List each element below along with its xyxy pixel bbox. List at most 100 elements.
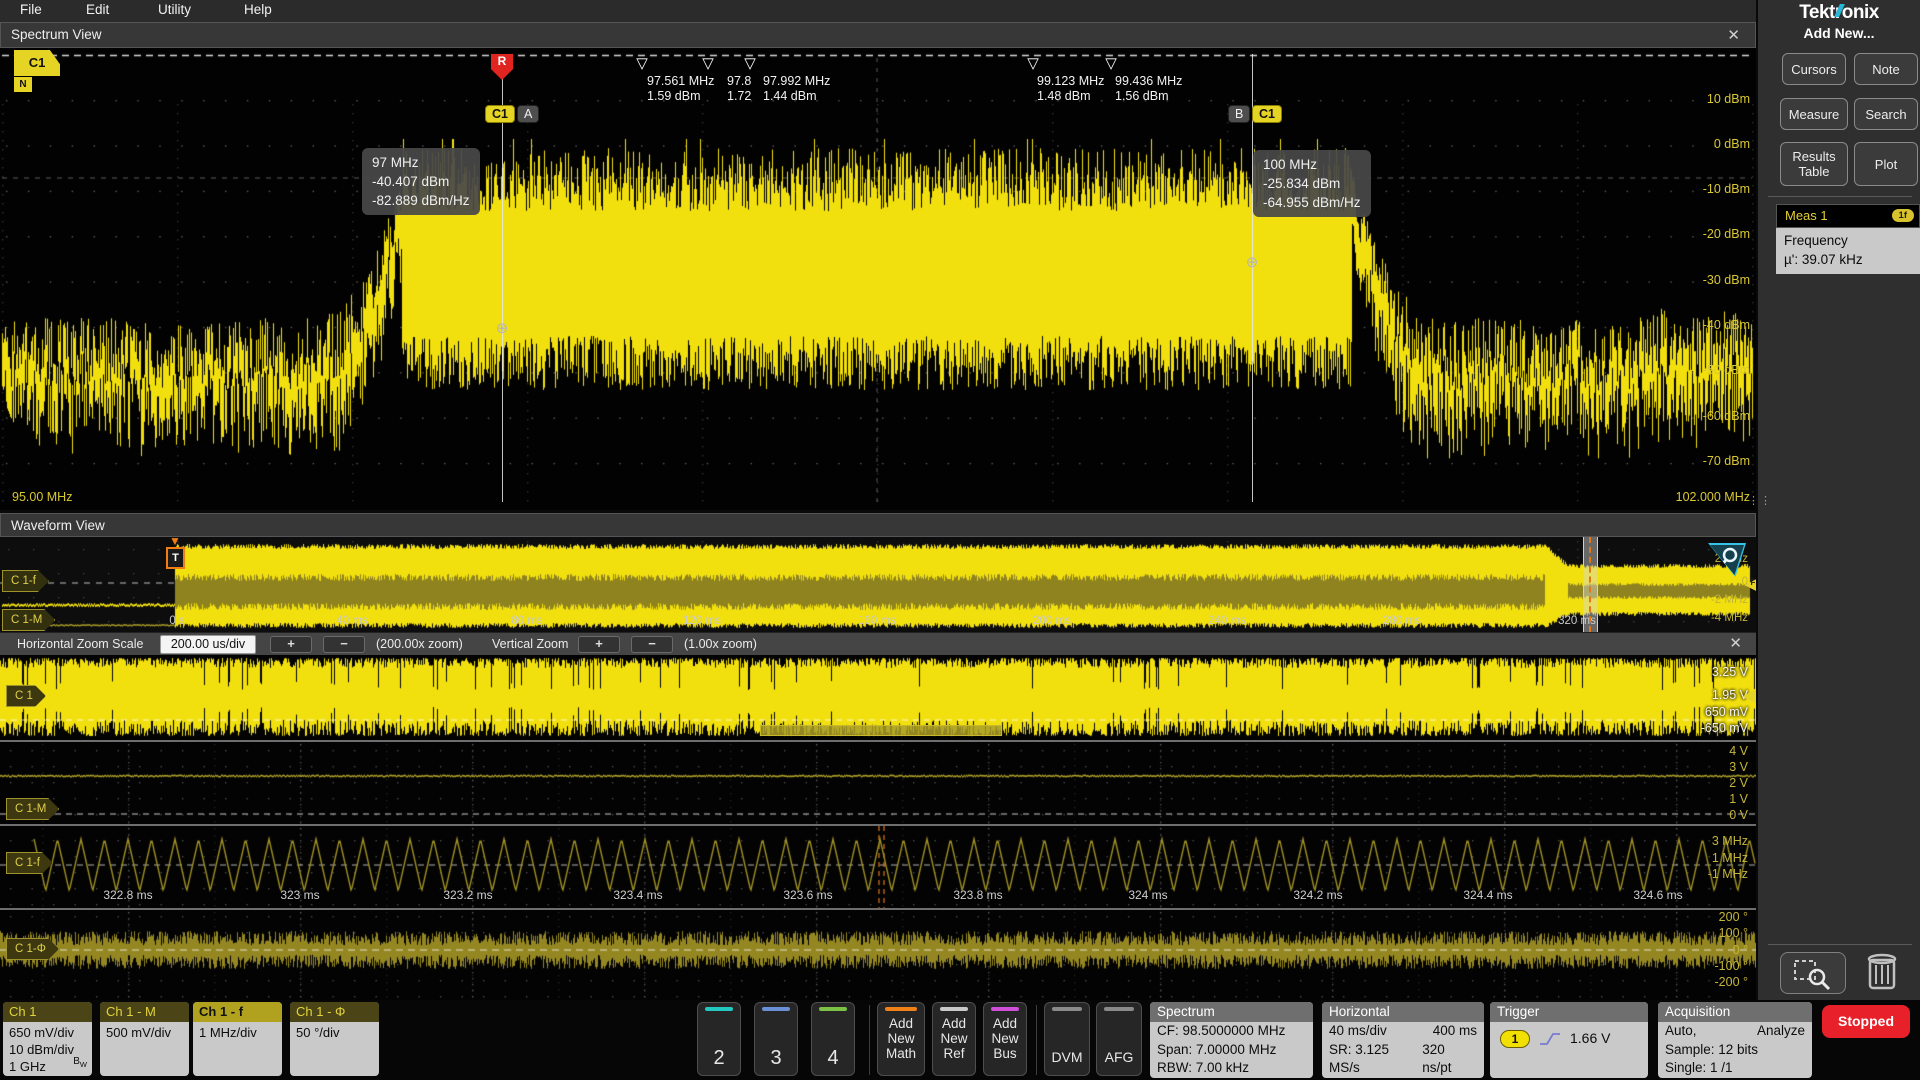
trigger-badge[interactable]: T	[166, 547, 185, 569]
db-axis-label: -70 dBm	[1703, 454, 1750, 469]
h-window: 400 ms	[1433, 1022, 1477, 1041]
marker-freq: 97.561 MHz	[647, 74, 714, 89]
plot-button[interactable]: Plot	[1854, 142, 1918, 186]
menu-file[interactable]: File	[20, 2, 42, 17]
trigger-settings-badge[interactable]: Trigger 1 1.66 V	[1490, 1002, 1648, 1078]
channel-badge-ch1[interactable]: Ch 1 650 mV/div 10 dBm/div 1 GHz BW	[3, 1002, 92, 1076]
add-new-ref-button[interactable]: AddNewRef	[932, 1002, 976, 1076]
peak-marker-icon[interactable]: ▽	[744, 54, 756, 72]
f-level-marker-icon[interactable]: ◀F	[1744, 575, 1756, 593]
peak-marker-icon[interactable]: ▽	[1027, 54, 1039, 72]
channel-2-button[interactable]: 2	[697, 1002, 741, 1076]
db-axis-label: -50 dBm	[1703, 363, 1750, 378]
channel-badge-ch1-m[interactable]: Ch 1 - M 500 mV/div	[100, 1002, 189, 1076]
c1phi-scale-label: -200 °	[1715, 975, 1749, 989]
meas1-result-badge[interactable]: Meas 1 1f Frequency µ': 39.07 kHz	[1776, 204, 1920, 274]
waveform-overview[interactable]: ▼ T C 1-f C 1-M 0 s 40 ms 80 ms 120 ms 1…	[0, 537, 1756, 632]
ch1f-scale: 1 MHz/div	[199, 1024, 282, 1041]
zoom-section-c1f[interactable]: C 1-f 3 MHz 1 MHz -1 MHz 322.8 ms 323 ms…	[0, 826, 1756, 908]
marker-readout: 97.8 1.72	[727, 74, 751, 104]
c1f-scale-label: 1 MHz	[1712, 851, 1748, 865]
peak-marker-icon[interactable]: ▽	[702, 54, 714, 72]
trash-icon[interactable]	[1862, 948, 1902, 992]
channel-badge-ch1-phi[interactable]: Ch 1 - Φ 50 °/div	[290, 1002, 379, 1076]
c1-level-marker-icon[interactable]: ◀	[1742, 685, 1756, 706]
channel-badge-ch1-f[interactable]: Ch 1 - f 1 MHz/div	[193, 1002, 282, 1076]
peak-marker-icon[interactable]: ▽	[1105, 54, 1117, 72]
measure-button[interactable]: Measure	[1780, 98, 1848, 130]
c1m-scale-label: 3 V	[1729, 760, 1748, 774]
zoom-section-c1phi[interactable]: C 1-Φ 200 ° 100 ° 0 ° -100 ° -200 °	[0, 910, 1756, 1000]
cursor-b-readout: 100 MHz -25.834 dBm -64.955 dBm/Hz	[1253, 150, 1371, 217]
cursor-b-channel-badge[interactable]: C1	[1252, 105, 1282, 123]
dvm-button[interactable]: DVM	[1044, 1002, 1090, 1076]
ch1phi-name: Ch 1 - Φ	[290, 1002, 379, 1022]
channel-3-button[interactable]: 3	[754, 1002, 798, 1076]
h-zoom-minus-button[interactable]: −	[323, 636, 365, 653]
run-stop-status-button[interactable]: Stopped	[1822, 1005, 1910, 1038]
zoom-select-button[interactable]	[1780, 952, 1846, 994]
ch1-scale: 650 mV/div	[9, 1024, 92, 1041]
cursor-a-freq: 97 MHz	[372, 153, 470, 172]
menu-edit[interactable]: Edit	[86, 2, 109, 17]
meas1-title: Meas 1	[1785, 208, 1828, 223]
overview-time-label: 0 s	[169, 615, 184, 627]
acquisition-settings-badge[interactable]: Acquisition Auto,Analyze Sample: 12 bits…	[1658, 1002, 1812, 1078]
zoom-section-c1[interactable]: C 1 3.25 V 1.95 V 650 mV -650 mV ◀	[0, 655, 1756, 740]
zoom-window[interactable]	[1583, 537, 1598, 632]
cursor-a-handle-icon[interactable]: ⊕	[496, 319, 509, 337]
spectrum-plot[interactable]: C1 N R C1 A 97 MHz -40.407 dBm -82.889 d…	[0, 48, 1756, 510]
cursors-button[interactable]: Cursors	[1782, 53, 1846, 85]
menu-utility[interactable]: Utility	[158, 2, 191, 17]
cursor-a-channel-badge[interactable]: C1	[485, 105, 515, 123]
h-zoom-scale-input[interactable]: 200.00 us/div	[160, 635, 256, 654]
zoomed-waveform-area[interactable]: C 1 3.25 V 1.95 V 650 mV -650 mV ◀ C 1-M…	[0, 655, 1756, 1000]
spectrum-trace-mode-badge: N	[14, 77, 32, 92]
zoom-scale-bar: Horizontal Zoom Scale 200.00 us/div + − …	[0, 632, 1756, 656]
cursor-b-handle-icon[interactable]: ⊕	[1246, 253, 1259, 271]
close-icon[interactable]: ✕	[1727, 24, 1740, 48]
db-axis-label: -60 dBm	[1703, 409, 1750, 424]
cursor-b-badge[interactable]: B	[1228, 105, 1250, 123]
overview-tag-c1m[interactable]: C 1-M	[2, 609, 55, 631]
bottom-bar-divider	[1036, 1005, 1037, 1075]
afg-button[interactable]: AFG	[1096, 1002, 1142, 1076]
v-zoom-factor: (1.00x zoom)	[684, 633, 757, 655]
results-table-button[interactable]: Results Table	[1780, 142, 1848, 186]
v-zoom-plus-button[interactable]: +	[578, 636, 620, 653]
zoom-time-label: 323.2 ms	[443, 888, 492, 902]
marker-freq: 97.8	[727, 74, 751, 89]
zoom-select-icon	[1781, 953, 1845, 993]
h-zoom-plus-button[interactable]: +	[270, 636, 312, 653]
c1m-trace-canvas	[0, 742, 1756, 824]
spectrum-cf: CF: 98.5000000 MHz	[1157, 1022, 1285, 1041]
zoom-time-label: 323.4 ms	[613, 888, 662, 902]
cursor-b-density: -64.955 dBm/Hz	[1263, 193, 1361, 212]
waveform-title-bar[interactable]: Waveform View	[0, 513, 1756, 537]
peak-marker-icon[interactable]: ▽	[636, 54, 648, 72]
add-new-math-button[interactable]: AddNewMath	[877, 1002, 925, 1076]
menu-help[interactable]: Help	[244, 2, 272, 17]
spectrum-title-bar[interactable]: Spectrum View ✕	[0, 22, 1756, 48]
panel-splitter-handle[interactable]: ⋮⋮	[1748, 498, 1772, 505]
v-zoom-minus-button[interactable]: −	[631, 636, 673, 653]
c1phi-badge[interactable]: C 1-Φ	[6, 938, 59, 960]
menu-bar: File Edit Utility Help	[0, 0, 1756, 23]
c1m-badge[interactable]: C 1-M	[6, 798, 59, 820]
spectrum-settings-badge[interactable]: Spectrum CF: 98.5000000 MHz Span: 7.0000…	[1150, 1002, 1313, 1078]
zoom-time-label: 324.2 ms	[1293, 888, 1342, 902]
bottom-settings-bar: Ch 1 650 mV/div 10 dBm/div 1 GHz BW Ch 1…	[0, 1000, 1920, 1080]
spectrum-span: Span: 7.00000 MHz	[1157, 1041, 1276, 1060]
cursor-a-badge[interactable]: A	[517, 105, 539, 123]
zoom-section-c1m[interactable]: C 1-M 4 V 3 V 2 V 1 V 0 V	[0, 742, 1756, 824]
channel-4-button[interactable]: 4	[811, 1002, 855, 1076]
db-axis-label: -20 dBm	[1703, 227, 1750, 242]
horizontal-settings-badge[interactable]: Horizontal 40 ms/div400 ms SR: 3.125 MS/…	[1322, 1002, 1484, 1078]
cursor-b-freq: 100 MHz	[1263, 155, 1361, 174]
search-button[interactable]: Search	[1854, 98, 1918, 130]
add-new-bus-button[interactable]: AddNewBus	[983, 1002, 1027, 1076]
ch2-color-stripe	[705, 1007, 733, 1011]
note-button[interactable]: Note	[1854, 53, 1918, 85]
ch1-name: Ch 1	[3, 1002, 92, 1022]
close-icon[interactable]: ✕	[1729, 633, 1742, 655]
